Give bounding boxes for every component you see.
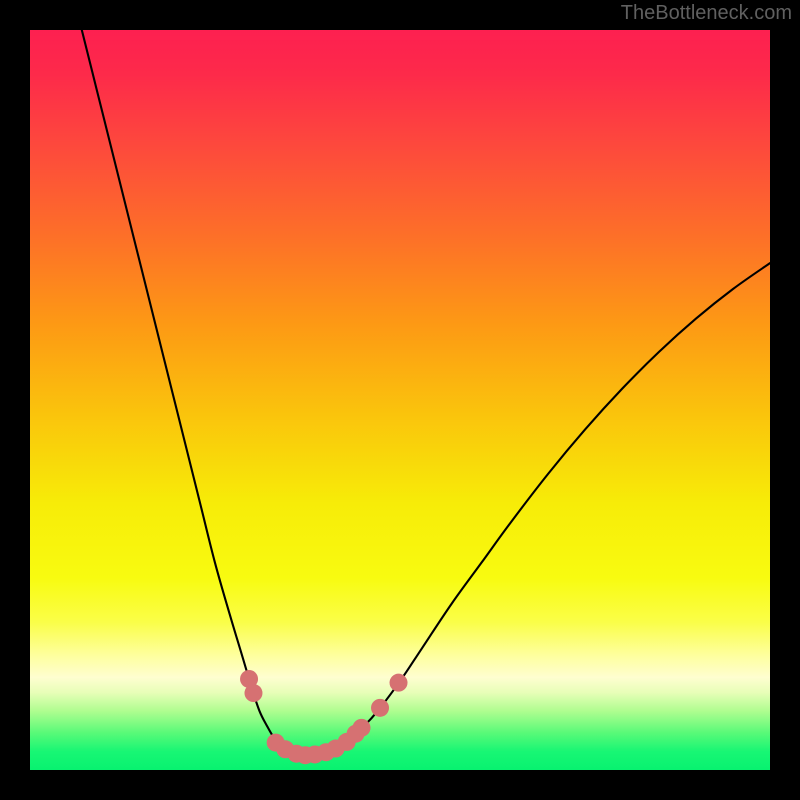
chart-overlay bbox=[30, 30, 770, 770]
curve bbox=[304, 263, 770, 755]
data-marker bbox=[353, 719, 371, 737]
curve bbox=[82, 30, 304, 755]
data-marker bbox=[244, 684, 262, 702]
data-marker bbox=[371, 699, 389, 717]
chart-container: TheBottleneck.com bbox=[0, 0, 800, 800]
data-marker bbox=[390, 674, 408, 692]
plot-area bbox=[30, 30, 770, 770]
watermark: TheBottleneck.com bbox=[621, 2, 792, 25]
